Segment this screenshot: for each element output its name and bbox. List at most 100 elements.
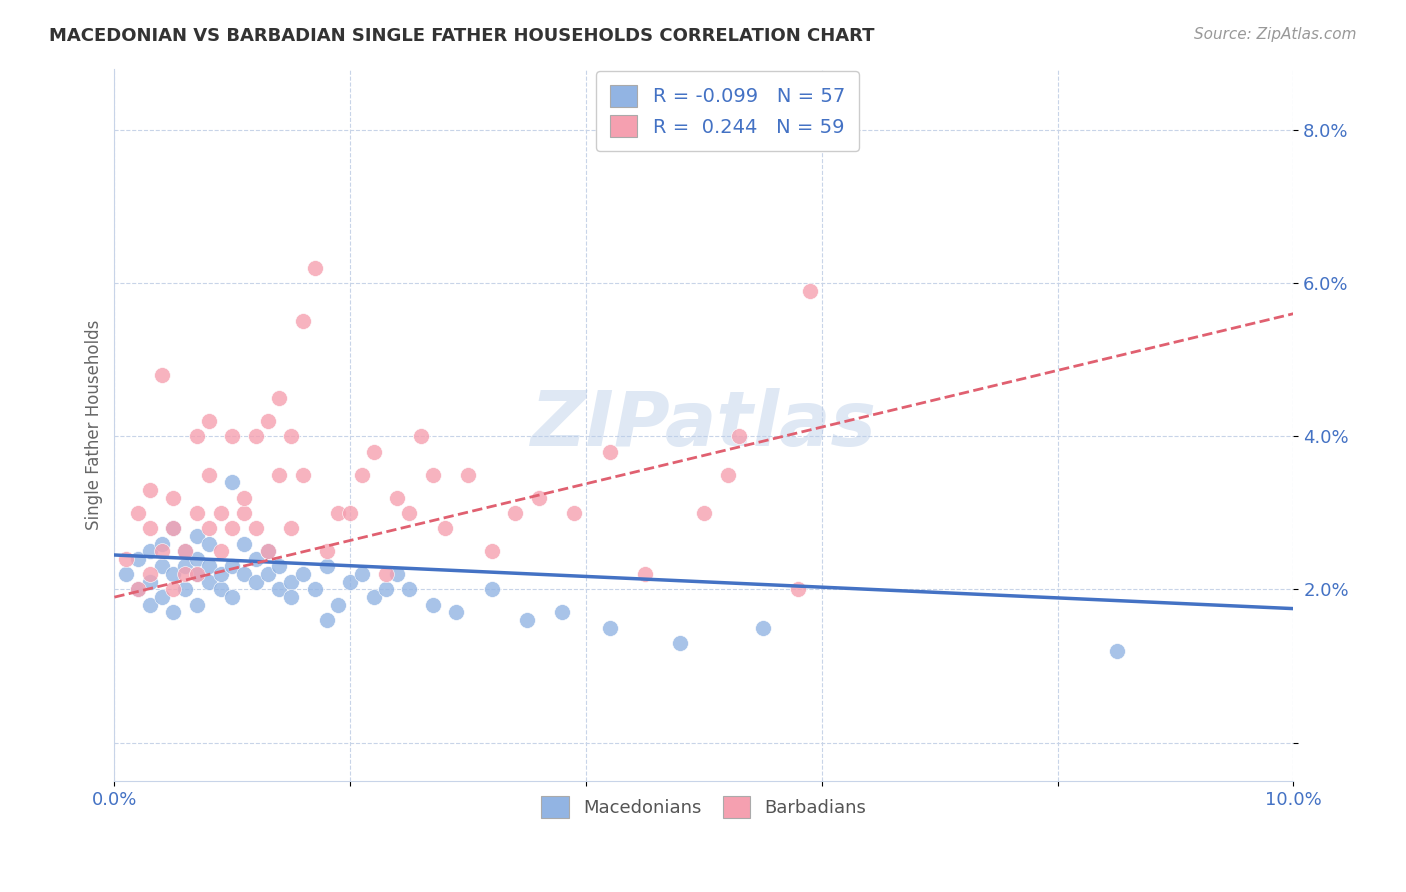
Point xyxy=(127,551,149,566)
Point xyxy=(363,590,385,604)
Point xyxy=(280,590,302,604)
Point xyxy=(233,491,256,505)
Point xyxy=(162,567,184,582)
Point xyxy=(139,598,162,612)
Point xyxy=(197,521,219,535)
Point xyxy=(256,414,278,428)
Point xyxy=(162,521,184,535)
Point xyxy=(197,536,219,550)
Point xyxy=(256,567,278,582)
Point xyxy=(221,521,243,535)
Point xyxy=(799,284,821,298)
Text: ZIPatlas: ZIPatlas xyxy=(531,388,877,462)
Point xyxy=(245,521,267,535)
Point xyxy=(209,544,232,558)
Point xyxy=(433,521,456,535)
Point xyxy=(669,636,692,650)
Point xyxy=(363,444,385,458)
Point xyxy=(503,506,526,520)
Point xyxy=(162,606,184,620)
Point xyxy=(162,491,184,505)
Point xyxy=(269,582,291,597)
Point xyxy=(245,574,267,589)
Point xyxy=(233,536,256,550)
Point xyxy=(292,567,315,582)
Point xyxy=(387,567,409,582)
Point xyxy=(209,567,232,582)
Point xyxy=(728,429,751,443)
Point xyxy=(350,467,373,482)
Point xyxy=(150,536,173,550)
Point xyxy=(457,467,479,482)
Text: MACEDONIAN VS BARBADIAN SINGLE FATHER HOUSEHOLDS CORRELATION CHART: MACEDONIAN VS BARBADIAN SINGLE FATHER HO… xyxy=(49,27,875,45)
Point xyxy=(716,467,738,482)
Point xyxy=(209,506,232,520)
Point xyxy=(787,582,810,597)
Point xyxy=(752,621,775,635)
Point xyxy=(269,467,291,482)
Point xyxy=(634,567,657,582)
Point xyxy=(127,506,149,520)
Point xyxy=(209,582,232,597)
Point xyxy=(150,590,173,604)
Point xyxy=(162,521,184,535)
Point xyxy=(409,429,432,443)
Point xyxy=(174,544,197,558)
Point xyxy=(186,567,208,582)
Point xyxy=(422,467,444,482)
Point xyxy=(350,567,373,582)
Point xyxy=(256,544,278,558)
Point xyxy=(233,567,256,582)
Point xyxy=(256,544,278,558)
Point xyxy=(197,559,219,574)
Point xyxy=(174,582,197,597)
Point xyxy=(446,606,468,620)
Point xyxy=(562,506,585,520)
Text: Source: ZipAtlas.com: Source: ZipAtlas.com xyxy=(1194,27,1357,42)
Point xyxy=(269,559,291,574)
Point xyxy=(186,567,208,582)
Point xyxy=(398,582,420,597)
Legend: Macedonians, Barbadians: Macedonians, Barbadians xyxy=(534,789,873,825)
Point xyxy=(551,606,574,620)
Point xyxy=(127,582,149,597)
Point xyxy=(693,506,716,520)
Point xyxy=(280,429,302,443)
Point xyxy=(162,582,184,597)
Point xyxy=(1105,644,1128,658)
Point xyxy=(280,521,302,535)
Point xyxy=(150,544,173,558)
Point xyxy=(304,582,326,597)
Point xyxy=(115,551,138,566)
Point xyxy=(374,582,396,597)
Point xyxy=(328,506,350,520)
Point xyxy=(115,567,138,582)
Point xyxy=(245,551,267,566)
Point xyxy=(150,368,173,382)
Point xyxy=(328,598,350,612)
Point xyxy=(269,391,291,405)
Point xyxy=(292,467,315,482)
Point xyxy=(304,260,326,275)
Point xyxy=(186,551,208,566)
Point xyxy=(150,559,173,574)
Point xyxy=(233,506,256,520)
Point xyxy=(527,491,550,505)
Point xyxy=(245,429,267,443)
Point xyxy=(139,544,162,558)
Point xyxy=(139,521,162,535)
Point xyxy=(139,483,162,497)
Point xyxy=(221,559,243,574)
Point xyxy=(139,567,162,582)
Point xyxy=(174,559,197,574)
Point xyxy=(221,475,243,490)
Point xyxy=(197,414,219,428)
Point xyxy=(127,582,149,597)
Point xyxy=(387,491,409,505)
Point xyxy=(315,544,337,558)
Point xyxy=(481,582,503,597)
Point xyxy=(339,574,361,589)
Point xyxy=(599,621,621,635)
Point xyxy=(186,598,208,612)
Point xyxy=(516,613,538,627)
